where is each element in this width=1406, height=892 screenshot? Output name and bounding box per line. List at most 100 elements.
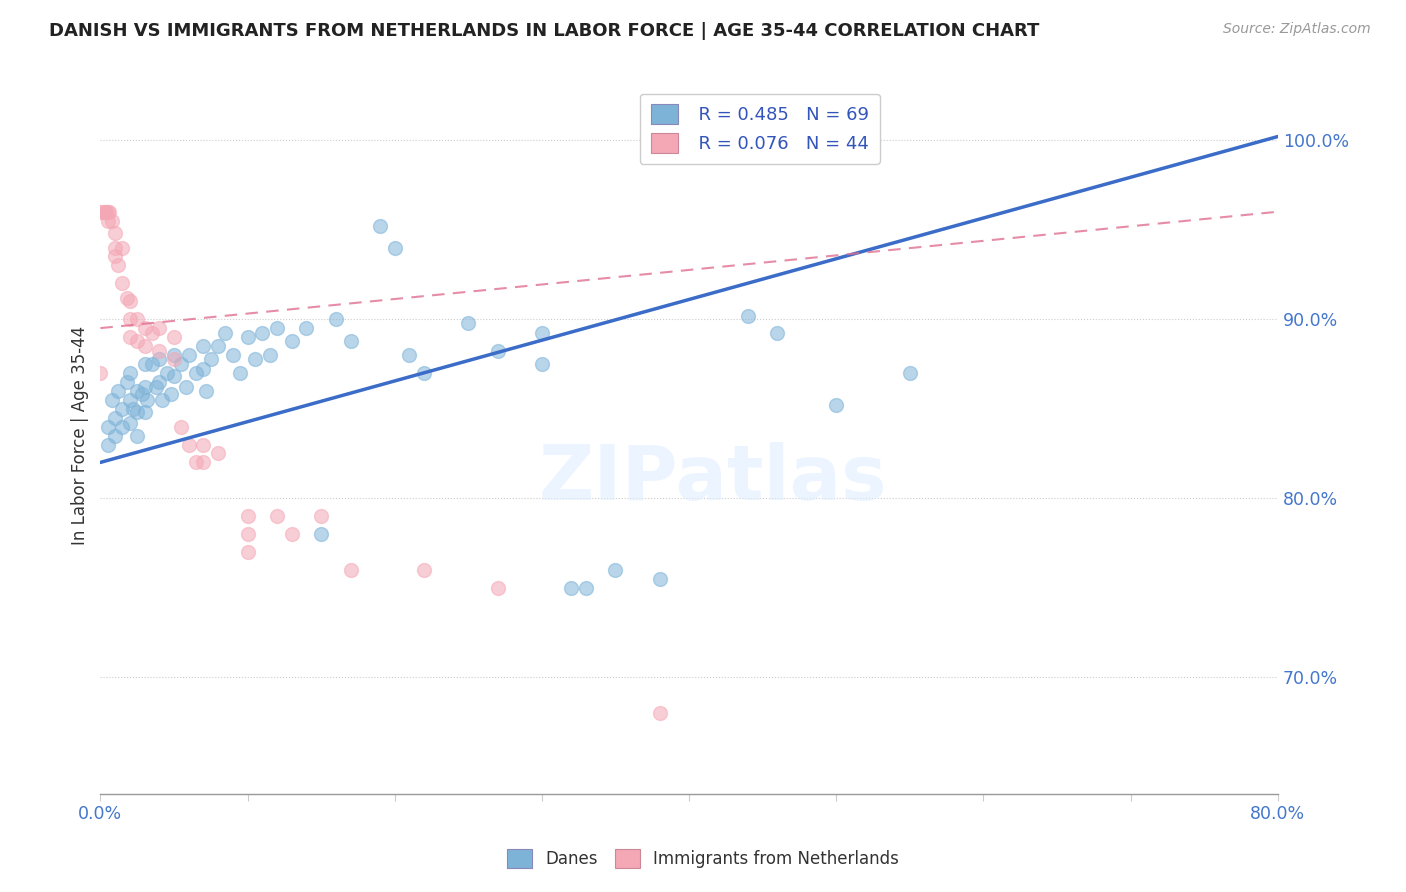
- Point: [648, 706, 671, 720]
- Point: [229, 366, 252, 380]
- Point: [89, 204, 111, 219]
- Point: [104, 250, 127, 264]
- Point: [193, 437, 215, 451]
- Point: [104, 428, 127, 442]
- Point: [825, 398, 848, 412]
- Point: [648, 572, 671, 586]
- Point: [141, 326, 163, 341]
- Point: [111, 241, 134, 255]
- Point: [170, 357, 193, 371]
- Point: [97, 204, 120, 219]
- Point: [368, 219, 391, 233]
- Point: [207, 339, 229, 353]
- Point: [163, 330, 186, 344]
- Point: [207, 446, 229, 460]
- Point: [193, 455, 215, 469]
- Point: [131, 387, 153, 401]
- Point: [141, 357, 163, 371]
- Point: [134, 380, 156, 394]
- Point: [457, 316, 479, 330]
- Point: [118, 294, 141, 309]
- Point: [413, 366, 436, 380]
- Point: [104, 226, 127, 240]
- Point: [136, 392, 159, 407]
- Point: [127, 312, 149, 326]
- Point: [91, 204, 114, 219]
- Point: [184, 455, 207, 469]
- Point: [170, 419, 193, 434]
- Point: [280, 334, 302, 348]
- Point: [97, 437, 120, 451]
- Point: [737, 309, 759, 323]
- Point: [236, 545, 259, 559]
- Point: [163, 348, 186, 362]
- Point: [107, 259, 129, 273]
- Point: [766, 326, 789, 341]
- Point: [195, 384, 218, 398]
- Point: [174, 380, 197, 394]
- Point: [339, 563, 361, 577]
- Point: [148, 375, 170, 389]
- Point: [98, 204, 121, 219]
- Point: [339, 334, 361, 348]
- Point: [413, 563, 436, 577]
- Point: [101, 392, 124, 407]
- Point: [118, 416, 141, 430]
- Text: ZIPatlas: ZIPatlas: [538, 442, 887, 516]
- Legend: Danes, Immigrants from Netherlands: Danes, Immigrants from Netherlands: [501, 843, 905, 875]
- Point: [118, 312, 141, 326]
- Point: [127, 428, 149, 442]
- Point: [177, 437, 200, 451]
- Point: [134, 321, 156, 335]
- Point: [104, 241, 127, 255]
- Point: [325, 312, 347, 326]
- Point: [134, 357, 156, 371]
- Y-axis label: In Labor Force | Age 35-44: In Labor Force | Age 35-44: [72, 326, 89, 545]
- Point: [134, 339, 156, 353]
- Point: [530, 326, 553, 341]
- Point: [486, 344, 509, 359]
- Point: [121, 401, 143, 416]
- Point: [163, 351, 186, 366]
- Point: [150, 392, 173, 407]
- Point: [104, 410, 127, 425]
- Point: [266, 321, 288, 335]
- Point: [111, 419, 134, 434]
- Point: [148, 321, 170, 335]
- Point: [530, 357, 553, 371]
- Point: [127, 405, 149, 419]
- Point: [560, 581, 582, 595]
- Point: [118, 392, 141, 407]
- Point: [118, 330, 141, 344]
- Point: [259, 348, 281, 362]
- Point: [243, 351, 266, 366]
- Point: [252, 326, 274, 341]
- Point: [97, 213, 120, 227]
- Point: [118, 366, 141, 380]
- Point: [101, 213, 124, 227]
- Point: [575, 581, 598, 595]
- Point: [145, 380, 167, 394]
- Point: [111, 401, 134, 416]
- Point: [193, 339, 215, 353]
- Point: [236, 527, 259, 541]
- Point: [898, 366, 921, 380]
- Point: [177, 348, 200, 362]
- Point: [309, 509, 332, 524]
- Point: [127, 384, 149, 398]
- Text: Source: ZipAtlas.com: Source: ZipAtlas.com: [1223, 22, 1371, 37]
- Point: [295, 321, 318, 335]
- Text: DANISH VS IMMIGRANTS FROM NETHERLANDS IN LABOR FORCE | AGE 35-44 CORRELATION CHA: DANISH VS IMMIGRANTS FROM NETHERLANDS IN…: [49, 22, 1039, 40]
- Point: [107, 384, 129, 398]
- Point: [115, 291, 138, 305]
- Point: [148, 344, 170, 359]
- Point: [384, 241, 406, 255]
- Point: [111, 277, 134, 291]
- Point: [280, 527, 302, 541]
- Point: [148, 351, 170, 366]
- Point: [163, 369, 186, 384]
- Point: [309, 527, 332, 541]
- Point: [236, 509, 259, 524]
- Point: [94, 204, 117, 219]
- Point: [115, 375, 138, 389]
